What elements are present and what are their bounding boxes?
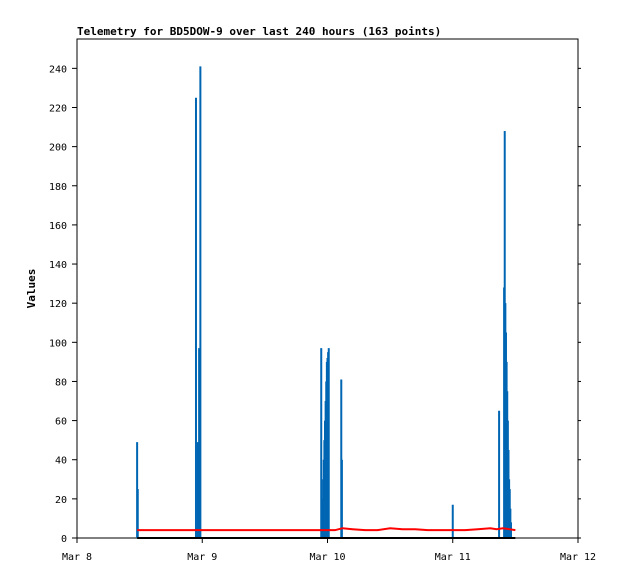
x-tick-label: Mar 9	[187, 552, 217, 563]
y-tick-label: 240	[49, 64, 67, 75]
y-tick-label: 120	[49, 299, 67, 310]
y-tick-label: 60	[55, 417, 67, 428]
y-tick-label: 40	[55, 456, 67, 467]
x-tick-label: Mar 10	[309, 552, 345, 563]
y-tick-label: 180	[49, 182, 67, 193]
y-tick-label: 20	[55, 495, 67, 506]
series-layer	[136, 66, 516, 539]
x-tick-label: Mar 11	[435, 552, 471, 563]
axis-ticks: 0 20 40 60 80 100 120 140 160 180 200 220 240 Mar 8 Ma…	[49, 64, 596, 563]
y-tick-label: 0	[61, 534, 67, 545]
y-tick-label: 220	[49, 103, 67, 114]
series-line-1	[137, 527, 516, 532]
y-tick-label: 80	[55, 377, 67, 388]
chart-title: Telemetry for BD5DOW-9 over last 240 hou…	[77, 25, 441, 38]
y-tick-label: 160	[49, 221, 67, 232]
x-tick-label: Mar 12	[560, 552, 596, 563]
y-axis-label: Values	[25, 269, 38, 309]
y-tick-label: 140	[49, 260, 67, 271]
y-tick-label: 100	[49, 338, 67, 349]
y-tick-label: 200	[49, 143, 67, 154]
x-tick-label: Mar 8	[62, 552, 92, 563]
